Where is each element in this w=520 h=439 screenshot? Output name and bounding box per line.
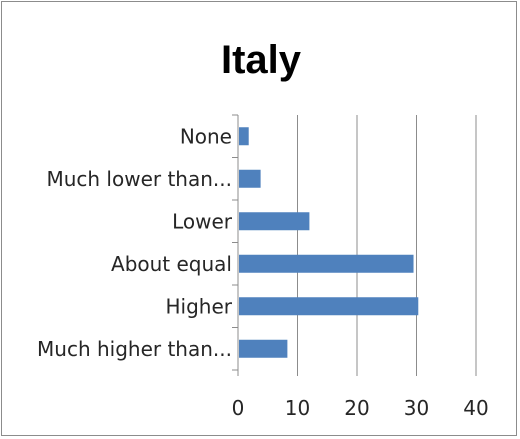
category-label: Much higher than... [37, 337, 232, 361]
x-tick-label: 30 [404, 396, 429, 420]
x-tick-label: 40 [463, 396, 488, 420]
category-labels: None Much lower than... Lower About equal Hi… [37, 124, 233, 361]
category-label: Much lower than... [46, 167, 232, 191]
tick-labels: 0 10 20 30 40 [232, 396, 489, 420]
bar [239, 254, 414, 273]
gridlines [297, 115, 477, 370]
category-label: None [180, 124, 232, 148]
x-tick-label: 20 [344, 396, 369, 420]
x-tick-label: 0 [232, 396, 245, 420]
bar [239, 127, 249, 146]
bar [239, 297, 419, 316]
bar [239, 212, 310, 231]
x-tick-label: 10 [285, 396, 310, 420]
category-label: Higher [166, 294, 233, 318]
bar [239, 169, 261, 188]
bar [239, 339, 288, 358]
chart-title: Italy [221, 38, 302, 82]
bars [239, 127, 419, 358]
axes [232, 114, 477, 376]
category-label: Lower [172, 209, 233, 233]
category-label: About equal [111, 252, 232, 276]
